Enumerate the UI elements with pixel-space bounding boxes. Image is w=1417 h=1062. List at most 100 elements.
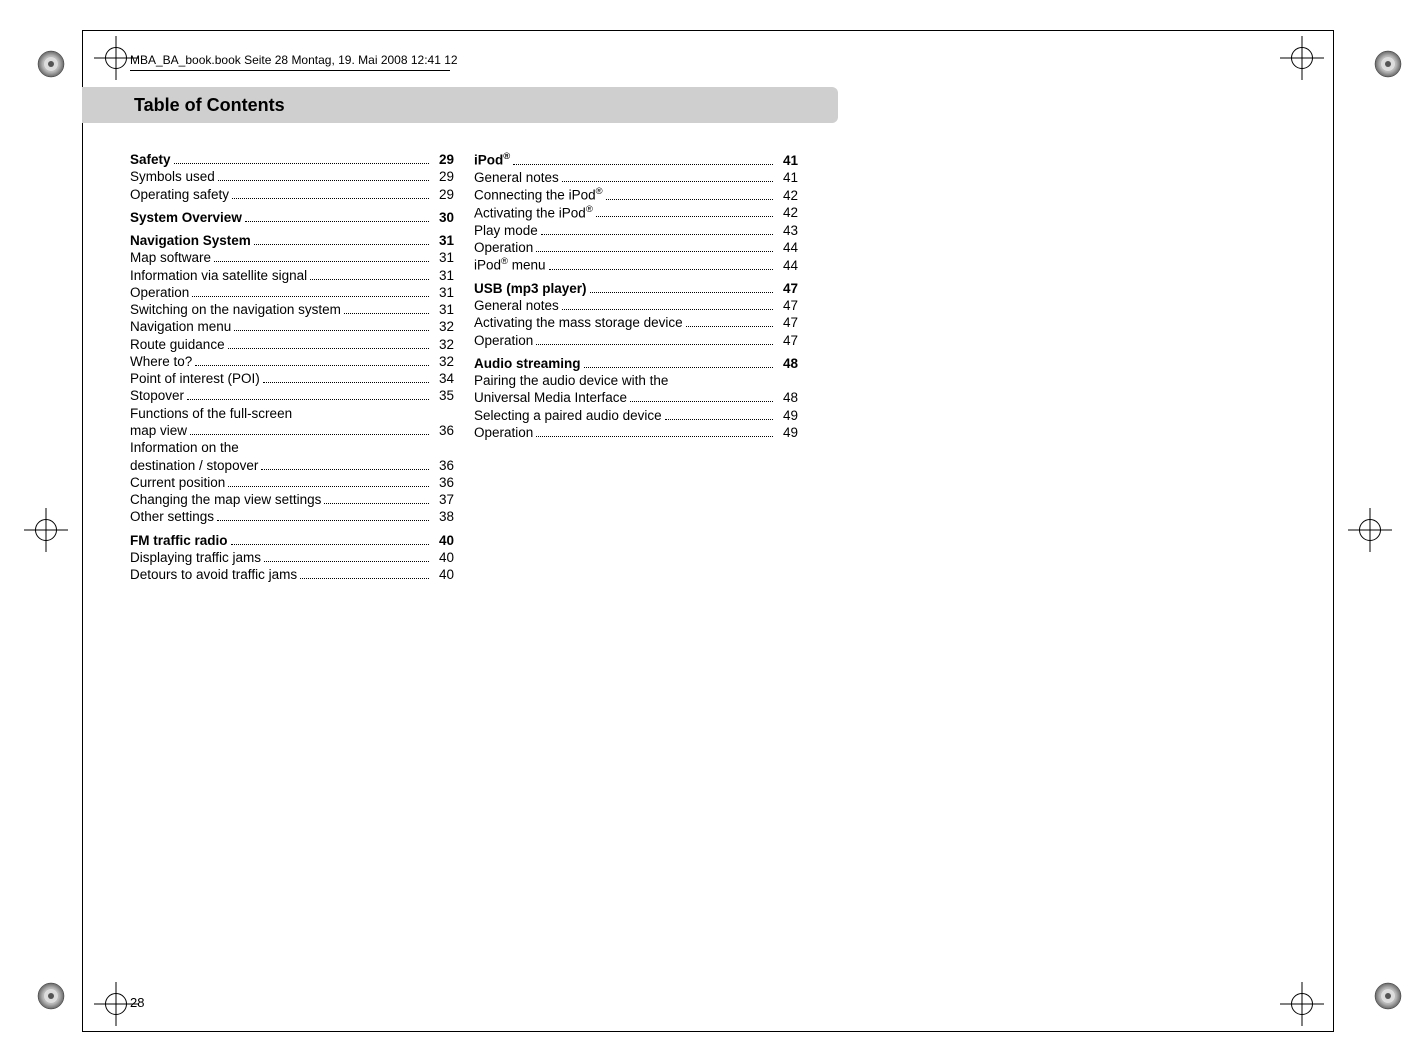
toc-label: General notes	[474, 169, 559, 186]
toc-label: map view	[130, 422, 187, 439]
toc-page: 49	[776, 407, 798, 424]
toc-row: Universal Media Interface 48	[474, 389, 798, 406]
toc-row: Play mode 43	[474, 222, 798, 239]
toc-leader-dots	[536, 436, 773, 437]
toc-page: 47	[776, 314, 798, 331]
toc-label: Activating the mass storage device	[474, 314, 683, 331]
toc-label: Navigation System	[130, 232, 251, 249]
toc-row: Switching on the navigation system 31	[130, 301, 454, 318]
toc-label: Audio streaming	[474, 355, 581, 372]
toc-label: Information via satellite signal	[130, 267, 307, 284]
toc-row: Other settings 38	[130, 508, 454, 525]
toc-leader-dots	[187, 399, 429, 400]
toc-page: 43	[776, 222, 798, 239]
toc-row: Operation 44	[474, 239, 798, 256]
toc-row: Displaying traffic jams 40	[130, 549, 454, 566]
toc-label: Switching on the navigation system	[130, 301, 341, 318]
toc-leader-dots	[536, 344, 773, 345]
toc-leader-dots	[513, 164, 773, 165]
toc-label: Stopover	[130, 387, 184, 404]
toc-page: 40	[432, 549, 454, 566]
toc-continuation: Pairing the audio device with the	[474, 372, 798, 389]
toc-page: 31	[432, 249, 454, 266]
toc-row: iPod® 41	[474, 151, 798, 169]
toc-page: 41	[776, 169, 798, 186]
toc-page: 48	[776, 355, 798, 372]
toc-row: map view 36	[130, 422, 454, 439]
toc-row: Audio streaming 48	[474, 355, 798, 372]
toc-row: Symbols used 29	[130, 168, 454, 185]
toc-leader-dots	[584, 367, 773, 368]
title-bar: Table of Contents	[82, 87, 838, 123]
toc-label: Other settings	[130, 508, 214, 525]
toc-leader-dots	[596, 216, 773, 217]
page-title: Table of Contents	[134, 95, 285, 116]
toc-leader-dots	[606, 199, 773, 200]
toc-row: Current position 36	[130, 474, 454, 491]
toc-leader-dots	[264, 561, 429, 562]
toc-label: Changing the map view settings	[130, 491, 321, 508]
toc-label: Where to?	[130, 353, 192, 370]
toc-leader-dots	[324, 503, 429, 504]
toc-row: FM traffic radio 40	[130, 532, 454, 549]
toc-leader-dots	[263, 382, 429, 383]
toc-page: 41	[776, 152, 798, 169]
toc-label: Navigation menu	[130, 318, 231, 335]
toc-label: destination / stopover	[130, 457, 258, 474]
toc-label: Selecting a paired audio device	[474, 407, 662, 424]
toc-page: 32	[432, 353, 454, 370]
toc-leader-dots	[174, 163, 429, 164]
toc-page: 29	[432, 186, 454, 203]
toc-columns: Safety 29Symbols used 29Operating safety…	[130, 151, 798, 583]
toc-leader-dots	[192, 296, 429, 297]
toc-column-2: iPod®41General notes 41Connecting the iP…	[474, 151, 798, 583]
toc-label: Displaying traffic jams	[130, 549, 261, 566]
toc-page: 48	[776, 389, 798, 406]
toc-row: destination / stopover 36	[130, 457, 454, 474]
toc-label: Activating the iPod®	[474, 204, 593, 222]
toc-label: Universal Media Interface	[474, 389, 627, 406]
toc-page: 40	[432, 532, 454, 549]
toc-leader-dots	[234, 330, 429, 331]
running-head: MBA_BA_book.book Seite 28 Montag, 19. Ma…	[130, 53, 458, 67]
toc-page: 44	[776, 257, 798, 274]
toc-leader-dots	[590, 292, 773, 293]
toc-leader-dots	[232, 198, 429, 199]
toc-leader-dots	[541, 234, 773, 235]
toc-label: Point of interest (POI)	[130, 370, 260, 387]
toc-page: 30	[432, 209, 454, 226]
toc-label: Play mode	[474, 222, 538, 239]
toc-row: General notes 41	[474, 169, 798, 186]
toc-leader-dots	[217, 520, 429, 521]
toc-leader-dots	[190, 434, 429, 435]
toc-label: System Overview	[130, 209, 242, 226]
toc-row: Information via satellite signal 31	[130, 267, 454, 284]
toc-leader-dots	[245, 221, 429, 222]
toc-row: Where to? 32	[130, 353, 454, 370]
toc-page: 44	[776, 239, 798, 256]
crosshair-registration-icon	[1280, 36, 1324, 80]
toc-label: Connecting the iPod®	[474, 186, 603, 204]
toc-label: Map software	[130, 249, 211, 266]
toc-leader-dots	[300, 578, 429, 579]
toc-label: Route guidance	[130, 336, 225, 353]
toc-row: Operating safety 29	[130, 186, 454, 203]
toc-row: Changing the map view settings 37	[130, 491, 454, 508]
toc-leader-dots	[536, 251, 773, 252]
toc-label: Current position	[130, 474, 225, 491]
toc-page: 31	[432, 232, 454, 249]
toc-leader-dots	[344, 313, 429, 314]
toc-row: Detours to avoid traffic jams 40	[130, 566, 454, 583]
toc-leader-dots	[218, 180, 429, 181]
toc-label: iPod®	[474, 151, 510, 169]
toc-row: Selecting a paired audio device 49	[474, 407, 798, 424]
toc-leader-dots	[562, 309, 773, 310]
registration-mark-icon	[1372, 980, 1404, 1012]
toc-label: General notes	[474, 297, 559, 314]
toc-leader-dots	[261, 469, 429, 470]
toc-row: Navigation menu 32	[130, 318, 454, 335]
toc-row: System Overview 30	[130, 209, 454, 226]
toc-page: 36	[432, 457, 454, 474]
toc-page: 35	[432, 387, 454, 404]
crosshair-registration-icon	[1280, 982, 1324, 1026]
